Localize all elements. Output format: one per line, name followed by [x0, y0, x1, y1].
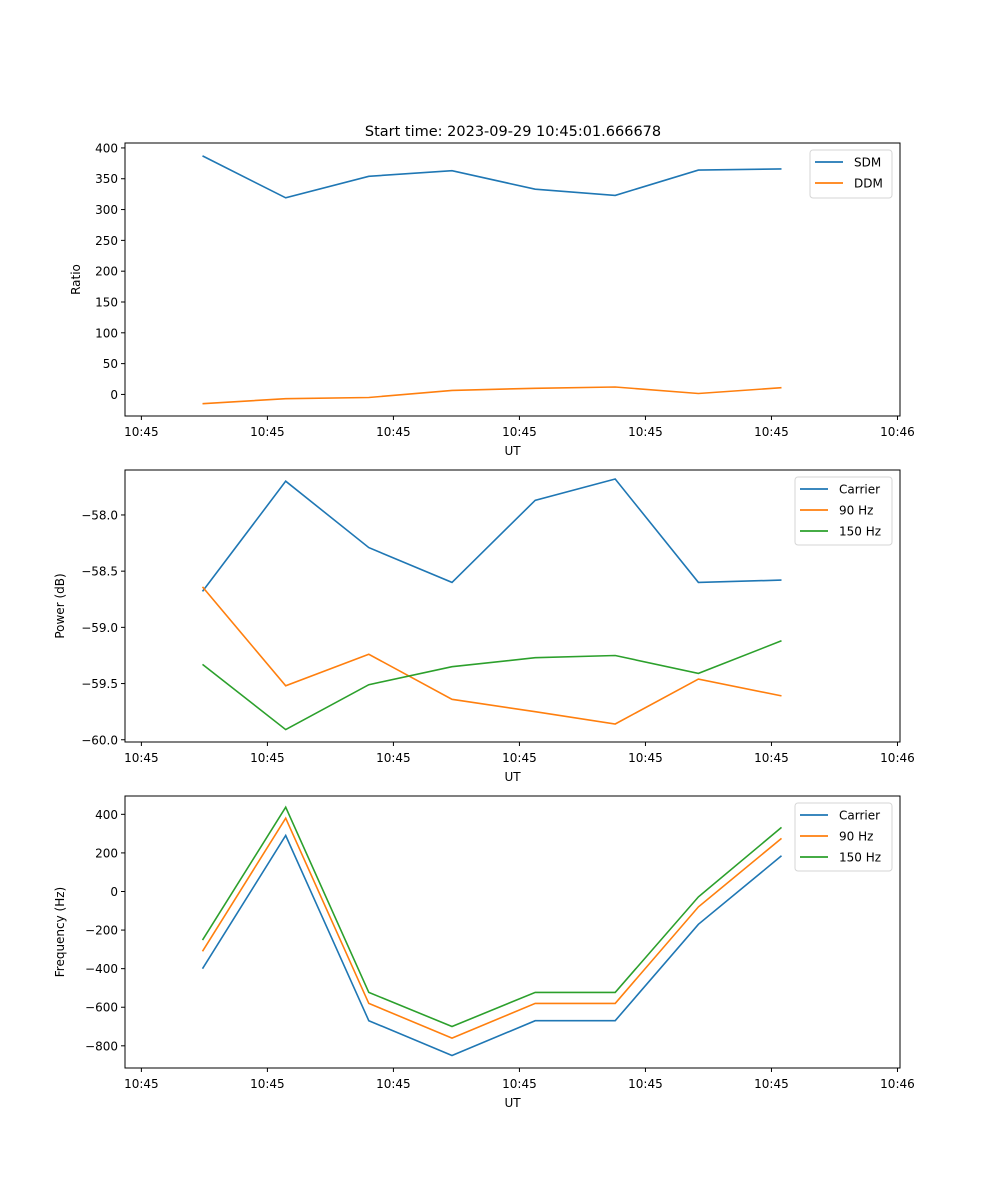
- legend-box: [794, 476, 893, 546]
- x-tick-label: 10:45: [628, 751, 663, 765]
- legend-label: 90 Hz: [839, 830, 873, 844]
- y-tick-label: −400: [85, 962, 118, 976]
- series-line-150-hz: [201, 805, 783, 1028]
- x-tick-label: 10:46: [880, 1077, 915, 1091]
- x-tick-label: 10:45: [250, 1077, 285, 1091]
- legend-label: 150 Hz: [839, 525, 881, 539]
- x-tick-label: 10:45: [628, 425, 663, 439]
- legend-label: 90 Hz: [839, 504, 873, 518]
- y-tick-label: 300: [95, 203, 118, 217]
- y-tick-label: 400: [95, 141, 118, 155]
- series-line-90-hz: [201, 816, 783, 1039]
- y-tick-label: −59.5: [81, 677, 118, 691]
- x-tick-label: 10:45: [502, 751, 537, 765]
- axes-frame: [124, 142, 901, 417]
- x-tick-label: 10:45: [754, 751, 789, 765]
- panel-2: −60.0 −59.5 −59.0 −58.5 −58.0 10:45 10:45 10:45…: [53, 469, 915, 784]
- y-tick-label: 100: [95, 326, 118, 340]
- y-tick-label: −58.0: [81, 508, 118, 522]
- x-axis-label: UT: [504, 1096, 521, 1110]
- panel-3: −800 −600 −400 −200 0 200 400 10:45 10:45 10:45 10…: [53, 795, 915, 1110]
- legend-label: Carrier: [839, 483, 880, 497]
- y-tick-label: 0: [110, 388, 118, 402]
- x-tick-label: 10:45: [250, 751, 285, 765]
- x-axis-label: UT: [504, 770, 521, 784]
- x-tick-label: 10:45: [502, 1077, 537, 1091]
- series-line-carrier: [201, 833, 783, 1057]
- x-tick-label: 10:45: [754, 1077, 789, 1091]
- y-tick-label: 150: [95, 295, 118, 309]
- y-tick-label: −200: [85, 924, 118, 938]
- y-axis-label: Ratio: [69, 264, 83, 295]
- legend-label: DDM: [854, 177, 883, 191]
- y-tick-label: −58.5: [81, 565, 118, 579]
- y-tick-label: 200: [95, 846, 118, 860]
- y-tick-label: 250: [95, 234, 118, 248]
- panel-1: 0 50 100 150 200 250 300 350 400 10:45 10:45 10:45 1…: [69, 141, 915, 458]
- x-tick-label: 10:45: [124, 751, 159, 765]
- series-line-carrier: [201, 478, 782, 592]
- legend-box: [794, 802, 893, 872]
- x-tick-label: 10:45: [502, 425, 537, 439]
- y-tick-label: 350: [95, 172, 118, 186]
- x-tick-label: 10:45: [250, 425, 285, 439]
- x-tick-label: 10:45: [754, 425, 789, 439]
- x-tick-label: 10:45: [124, 1077, 159, 1091]
- legend: SDM DDM: [809, 149, 893, 199]
- figure-title: Start time: 2023-09-29 10:45:01.666678: [365, 124, 661, 140]
- axes-frame: [124, 795, 901, 1069]
- y-tick-label: −600: [85, 1001, 118, 1015]
- x-axis-label: UT: [504, 444, 521, 458]
- x-tick-label: 10:45: [124, 425, 159, 439]
- x-tick-label: 10:45: [376, 751, 411, 765]
- x-tick-label: 10:46: [880, 425, 915, 439]
- x-tick-label: 10:45: [376, 1077, 411, 1091]
- series-line-ddm: [202, 386, 782, 405]
- y-tick-label: −60.0: [81, 733, 118, 747]
- legend-label: Carrier: [839, 809, 880, 823]
- y-tick-label: −59.0: [81, 621, 118, 635]
- x-tick-label: 10:45: [628, 1077, 663, 1091]
- legend-label: SDM: [854, 156, 881, 170]
- legend: Carrier 90 Hz 150 Hz: [794, 802, 893, 872]
- series-line-150-hz: [202, 640, 782, 731]
- y-tick-label: 0: [110, 885, 118, 899]
- legend: Carrier 90 Hz 150 Hz: [794, 476, 893, 546]
- y-tick-label: 400: [95, 808, 118, 822]
- y-tick-label: −800: [85, 1039, 118, 1053]
- y-tick-label: 50: [103, 357, 118, 371]
- axes-frame: [124, 469, 901, 743]
- y-axis-label: Power (dB): [53, 573, 67, 638]
- series-line-90-hz: [201, 586, 782, 725]
- y-axis-label: Frequency (Hz): [53, 887, 67, 978]
- x-tick-label: 10:45: [376, 425, 411, 439]
- series-line-sdm: [202, 155, 782, 199]
- y-tick-label: 200: [95, 265, 118, 279]
- legend-label: 150 Hz: [839, 851, 881, 865]
- x-tick-label: 10:46: [880, 751, 915, 765]
